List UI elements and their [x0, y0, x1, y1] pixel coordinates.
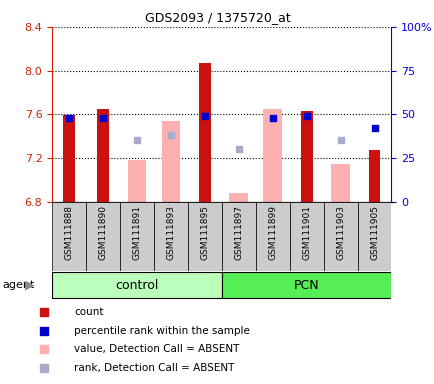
Bar — [63, 115, 75, 202]
Bar — [221, 202, 255, 271]
Bar — [331, 164, 349, 202]
Bar — [263, 109, 281, 202]
Text: GDS2093 / 1375720_at: GDS2093 / 1375720_at — [144, 12, 290, 25]
Bar — [221, 272, 391, 298]
Bar — [52, 202, 86, 271]
Point — [336, 137, 343, 144]
Bar — [86, 202, 120, 271]
Bar — [255, 202, 289, 271]
Text: PCN: PCN — [293, 279, 319, 291]
Point — [201, 113, 208, 119]
Bar — [357, 202, 391, 271]
Bar — [120, 202, 154, 271]
Bar — [154, 202, 187, 271]
Text: percentile rank within the sample: percentile rank within the sample — [74, 326, 249, 336]
Bar — [368, 150, 380, 202]
Bar — [198, 63, 210, 202]
Bar — [97, 109, 109, 202]
Text: agent: agent — [2, 280, 34, 290]
Point — [133, 137, 140, 144]
Text: GSM111901: GSM111901 — [302, 205, 310, 260]
Point — [99, 115, 106, 121]
Point — [269, 115, 276, 121]
Bar — [323, 202, 357, 271]
Point — [66, 115, 72, 121]
Bar — [161, 121, 180, 202]
Text: GSM111891: GSM111891 — [132, 205, 141, 260]
Point — [235, 146, 242, 152]
Text: GSM111895: GSM111895 — [200, 205, 209, 260]
Text: GSM111888: GSM111888 — [65, 205, 73, 260]
Bar — [289, 202, 323, 271]
Text: GSM111893: GSM111893 — [166, 205, 175, 260]
Text: GSM111899: GSM111899 — [268, 205, 276, 260]
Point — [370, 125, 377, 131]
Text: GSM111905: GSM111905 — [369, 205, 378, 260]
Text: control: control — [115, 279, 158, 291]
Bar — [52, 272, 221, 298]
Bar — [229, 193, 247, 202]
Text: GSM111897: GSM111897 — [234, 205, 243, 260]
Text: count: count — [74, 307, 103, 317]
Point — [302, 113, 309, 119]
Text: ▶: ▶ — [25, 279, 35, 291]
Text: GSM111903: GSM111903 — [335, 205, 344, 260]
Text: rank, Detection Call = ABSENT: rank, Detection Call = ABSENT — [74, 363, 234, 373]
Point — [167, 132, 174, 138]
Text: GSM111890: GSM111890 — [99, 205, 107, 260]
Bar — [128, 160, 146, 202]
Text: value, Detection Call = ABSENT: value, Detection Call = ABSENT — [74, 344, 239, 354]
Bar — [300, 111, 312, 202]
Bar — [187, 202, 221, 271]
